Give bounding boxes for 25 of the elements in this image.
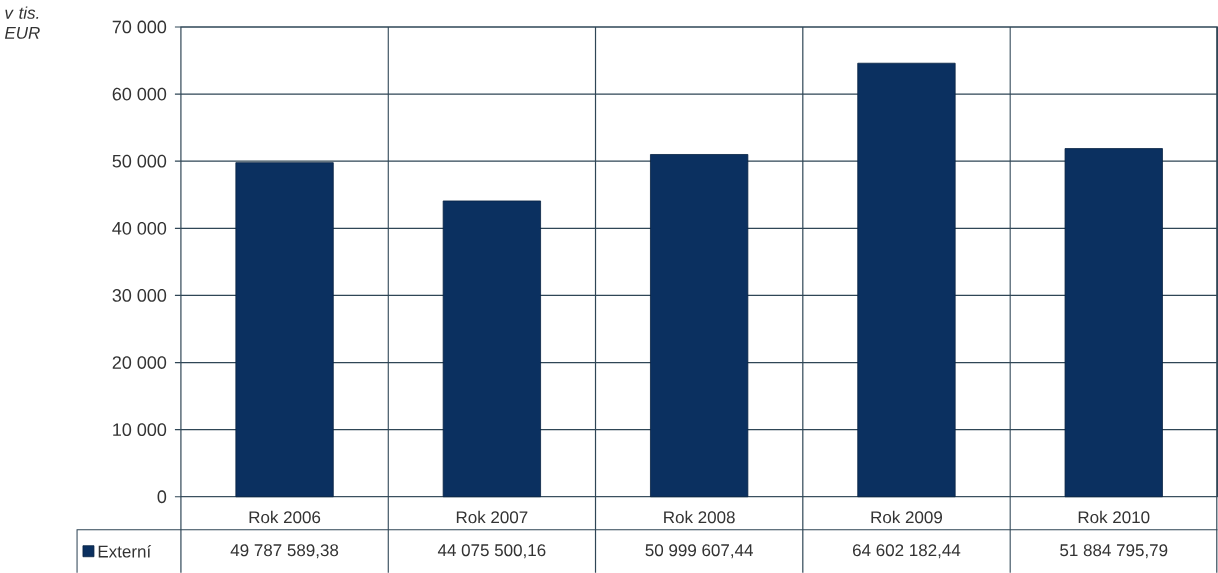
bar: [650, 153, 749, 497]
text: 64 602 182,44: [853, 544, 961, 559]
x-tick-label: Rok 2008: [664, 510, 735, 524]
y-tick-label: 30 000: [112, 288, 167, 302]
legend-label: Externí: [98, 544, 152, 558]
text: 49 787 589,38: [230, 544, 339, 559]
text: 50 999 607,44: [645, 544, 753, 559]
bar: [235, 162, 334, 497]
x-tick-label: Rok 2010: [1078, 510, 1150, 524]
x-tick-label: Rok 2006: [249, 510, 321, 524]
y-tick-label: 40 000: [112, 221, 167, 235]
y-tick-label: 10 000: [113, 423, 167, 436]
y-tick-label: 0: [157, 490, 167, 503]
y-axis-title: v tis. EUR: [4, 6, 40, 39]
x-tick-label: Rok 2009: [871, 510, 942, 524]
bar: [1064, 148, 1163, 497]
y-tick-label: 60 000: [112, 87, 167, 101]
text: 44 075 500,16: [437, 544, 546, 559]
bar: [857, 62, 956, 497]
bar: [442, 200, 541, 497]
y-tick-label: 70 000: [112, 20, 167, 34]
x-tick-label: Rok 2007: [456, 510, 528, 524]
text: 51 884 795,79: [1060, 544, 1168, 559]
y-tick-label: 20 000: [112, 356, 167, 369]
y-tick-label: 50 000: [112, 154, 167, 168]
